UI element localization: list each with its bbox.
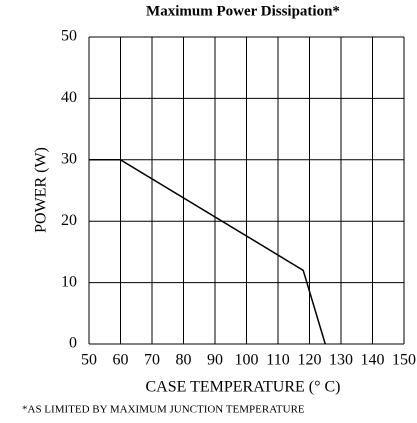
x-tick-label: 150 bbox=[392, 352, 416, 369]
x-tick-label: 130 bbox=[329, 352, 353, 369]
data-line bbox=[89, 159, 326, 345]
x-tick-label: 140 bbox=[361, 352, 385, 369]
y-tick-label: 30 bbox=[61, 150, 77, 167]
x-tick-label: 120 bbox=[298, 352, 322, 369]
chart-title: Maximum Power Dissipation* bbox=[146, 3, 340, 19]
footnote: *AS LIMITED BY MAXIMUM JUNCTION TEMPERAT… bbox=[22, 404, 305, 416]
y-tick-label: 50 bbox=[61, 28, 77, 45]
x-tick-label: 110 bbox=[266, 352, 289, 369]
y-tick-label: 0 bbox=[69, 335, 77, 352]
x-tick-label: 80 bbox=[176, 352, 192, 369]
y-tick-label: 20 bbox=[61, 212, 77, 229]
x-tick-label: 100 bbox=[235, 352, 259, 369]
x-tick-label: 60 bbox=[113, 352, 129, 369]
y-tick-label: 40 bbox=[61, 89, 77, 106]
x-axis-label: CASE TEMPERATURE (° C) bbox=[145, 379, 340, 396]
y-axis-label: POWER (W) bbox=[33, 147, 50, 233]
x-tick-label: 90 bbox=[207, 352, 223, 369]
x-tick-label: 50 bbox=[81, 352, 97, 369]
x-tick-label: 70 bbox=[144, 352, 160, 369]
y-tick-label: 10 bbox=[61, 273, 77, 290]
